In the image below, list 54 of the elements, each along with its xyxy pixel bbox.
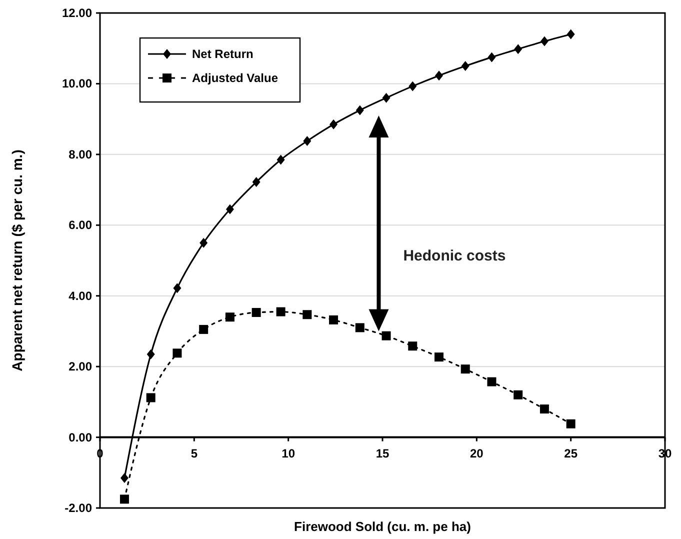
point bbox=[252, 177, 260, 188]
point bbox=[566, 29, 575, 40]
point bbox=[382, 331, 391, 340]
annotation: Hedonic costs bbox=[403, 248, 506, 264]
point bbox=[382, 92, 390, 103]
point bbox=[120, 494, 129, 504]
point bbox=[200, 238, 208, 248]
y-tick-label: 6.00 bbox=[68, 218, 92, 232]
point bbox=[303, 136, 312, 146]
point bbox=[226, 204, 234, 214]
point bbox=[276, 307, 286, 316]
x-axis-title: Firewood Sold (cu. m. pe ha) bbox=[294, 519, 471, 534]
point bbox=[487, 377, 496, 386]
point bbox=[276, 154, 285, 165]
x-tick-label: 15 bbox=[376, 446, 390, 460]
point bbox=[514, 44, 522, 54]
y-tick-label: 10.00 bbox=[62, 76, 92, 91]
point bbox=[514, 390, 523, 400]
point bbox=[355, 323, 364, 332]
y-tick-label: 0.00 bbox=[68, 430, 92, 444]
point bbox=[434, 352, 444, 362]
point bbox=[146, 393, 156, 402]
legend-label: Net Return bbox=[192, 47, 254, 61]
point bbox=[225, 312, 234, 322]
point bbox=[460, 364, 470, 374]
y-axis-title: Apparent net return ($ per cu. m.) bbox=[9, 150, 25, 372]
point bbox=[566, 419, 576, 428]
point bbox=[252, 308, 261, 317]
x-tick-label: 10 bbox=[282, 446, 296, 460]
y-tick-label: 4.00 bbox=[68, 288, 92, 303]
legend-label: Adjusted Value bbox=[192, 71, 278, 85]
y-tick-label: -2.00 bbox=[64, 501, 92, 515]
point bbox=[173, 283, 182, 294]
point bbox=[330, 119, 338, 130]
point bbox=[302, 310, 312, 320]
point bbox=[199, 324, 208, 334]
point bbox=[488, 52, 496, 62]
point bbox=[461, 61, 470, 72]
x-tick-label: 20 bbox=[470, 446, 484, 460]
y-tick-label: 12.00 bbox=[62, 6, 92, 20]
point bbox=[356, 105, 364, 116]
point bbox=[435, 70, 443, 81]
x-tick-label: 25 bbox=[564, 446, 578, 460]
point bbox=[408, 342, 418, 351]
point bbox=[540, 404, 549, 414]
point bbox=[329, 315, 338, 324]
point bbox=[146, 349, 155, 360]
x-tick-label: 5 bbox=[190, 446, 198, 460]
y-tick-label: 2.00 bbox=[68, 360, 92, 374]
y-tick-label: 8.00 bbox=[68, 147, 92, 162]
point bbox=[120, 472, 128, 483]
point bbox=[540, 36, 548, 46]
point bbox=[172, 348, 182, 358]
point bbox=[408, 81, 417, 92]
